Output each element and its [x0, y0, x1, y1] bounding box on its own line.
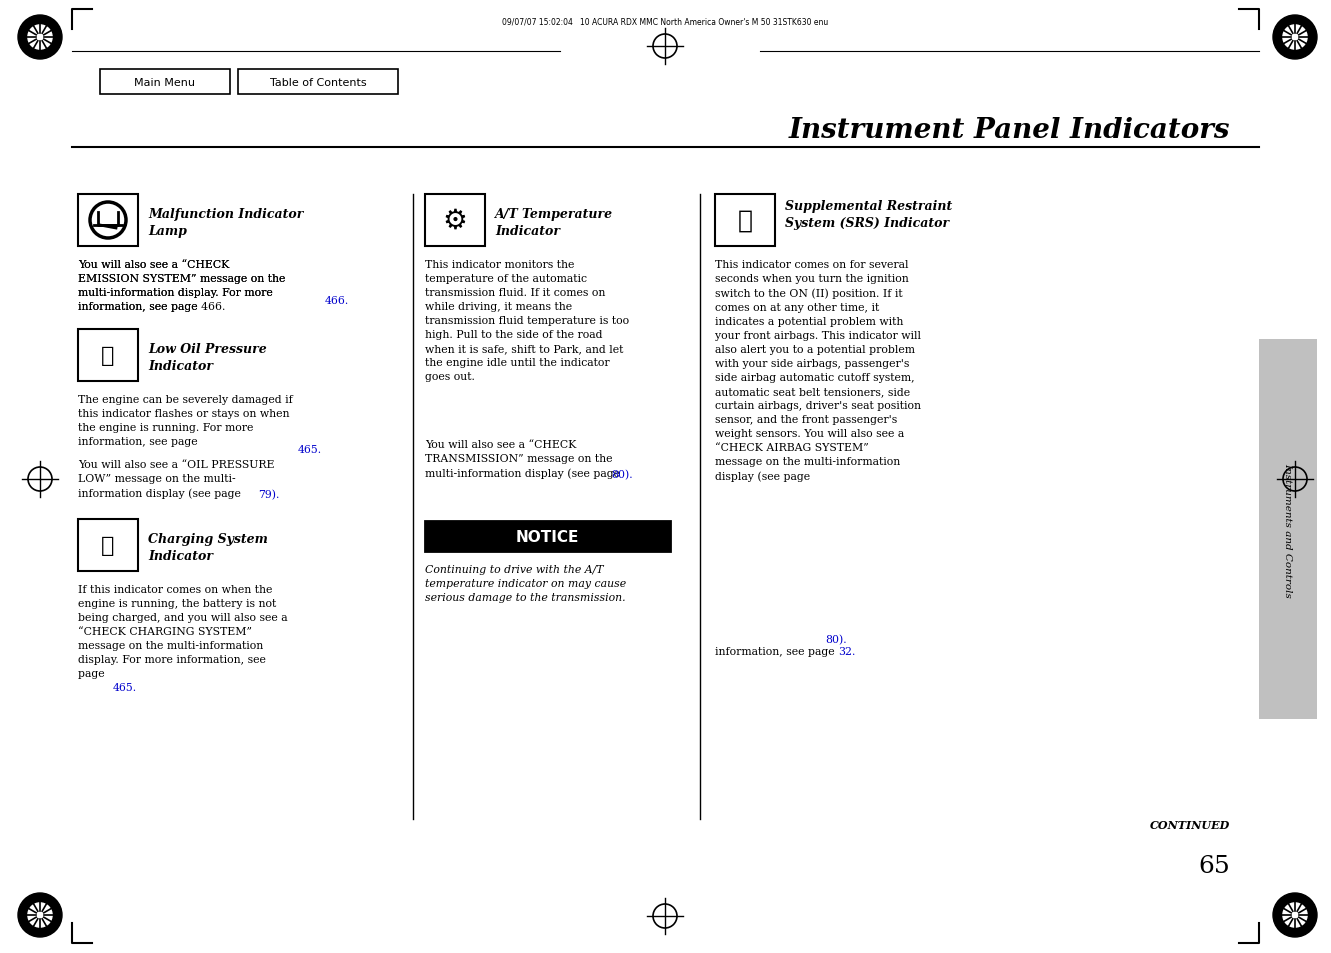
Bar — [425, 194, 484, 247]
Circle shape — [1272, 16, 1316, 60]
Circle shape — [19, 16, 63, 60]
Text: A/T Temperature
Indicator: A/T Temperature Indicator — [495, 208, 614, 237]
Bar — [79, 330, 138, 381]
Bar — [425, 521, 669, 552]
Text: This indicator monitors the
temperature of the automatic
transmission fluid. If : This indicator monitors the temperature … — [425, 260, 630, 381]
Circle shape — [28, 902, 52, 927]
Text: You will also see a “CHECK
EMISSION SYSTEM” message on the
multi-information dis: You will also see a “CHECK EMISSION SYST… — [79, 260, 285, 312]
Circle shape — [1272, 893, 1316, 937]
Text: Main Menu: Main Menu — [134, 78, 196, 88]
Text: 👤: 👤 — [737, 209, 752, 233]
Text: NOTICE: NOTICE — [515, 529, 579, 544]
Text: 65: 65 — [1198, 854, 1230, 877]
Circle shape — [28, 26, 52, 51]
Text: 09/07/07 15:02:04   10 ACURA RDX MMC North America Owner's M 50 31STK630 enu: 09/07/07 15:02:04 10 ACURA RDX MMC North… — [502, 17, 828, 27]
Text: 32.: 32. — [839, 646, 856, 657]
Circle shape — [19, 893, 63, 937]
Text: 🔋: 🔋 — [101, 536, 114, 556]
Text: 465.: 465. — [113, 682, 137, 692]
Text: You will also see a “CHECK
TRANSMISSION” message on the
multi-information displa: You will also see a “CHECK TRANSMISSION”… — [425, 439, 620, 478]
Circle shape — [1283, 902, 1307, 927]
Text: Low Oil Pressure
Indicator: Low Oil Pressure Indicator — [148, 343, 266, 373]
Text: 80).: 80). — [825, 635, 847, 644]
Bar — [79, 519, 138, 572]
Text: information, see page: information, see page — [715, 646, 839, 657]
Text: 🔧: 🔧 — [101, 346, 114, 366]
Text: You will also see a “OIL PRESSURE
LOW” message on the multi-
information display: You will also see a “OIL PRESSURE LOW” m… — [79, 459, 274, 498]
Text: Instrument Panel Indicators: Instrument Panel Indicators — [788, 116, 1230, 143]
Text: The engine can be severely damaged if
this indicator flashes or stays on when
th: The engine can be severely damaged if th… — [79, 395, 293, 447]
Text: Charging System
Indicator: Charging System Indicator — [148, 533, 268, 562]
Text: Table of Contents: Table of Contents — [270, 78, 366, 88]
Text: This indicator comes on for several
seconds when you turn the ignition
switch to: This indicator comes on for several seco… — [715, 260, 921, 481]
Text: You will also see a “CHECK
EMISSION SYSTEM” message on the
multi-information dis: You will also see a “CHECK EMISSION SYST… — [79, 260, 285, 312]
Text: Instruments and Controls: Instruments and Controls — [1283, 462, 1292, 597]
Text: Continuing to drive with the A/T
temperature indicator on may cause
serious dama: Continuing to drive with the A/T tempera… — [425, 564, 626, 602]
Text: Supplemental Restraint
System (SRS) Indicator: Supplemental Restraint System (SRS) Indi… — [785, 200, 952, 230]
Text: 80).: 80). — [611, 470, 632, 479]
Text: 79).: 79). — [258, 490, 280, 499]
Text: ⚙: ⚙ — [443, 207, 467, 234]
Circle shape — [1283, 26, 1307, 51]
Text: CONTINUED: CONTINUED — [1150, 820, 1230, 830]
Text: 466.: 466. — [325, 295, 349, 306]
FancyBboxPatch shape — [238, 70, 398, 95]
Bar — [1259, 339, 1316, 720]
Text: If this indicator comes on when the
engine is running, the battery is not
being : If this indicator comes on when the engi… — [79, 584, 287, 679]
Text: 465.: 465. — [298, 444, 322, 455]
FancyBboxPatch shape — [100, 70, 230, 95]
Bar — [79, 194, 138, 247]
Bar — [715, 194, 775, 247]
Text: Malfunction Indicator
Lamp: Malfunction Indicator Lamp — [148, 208, 303, 237]
